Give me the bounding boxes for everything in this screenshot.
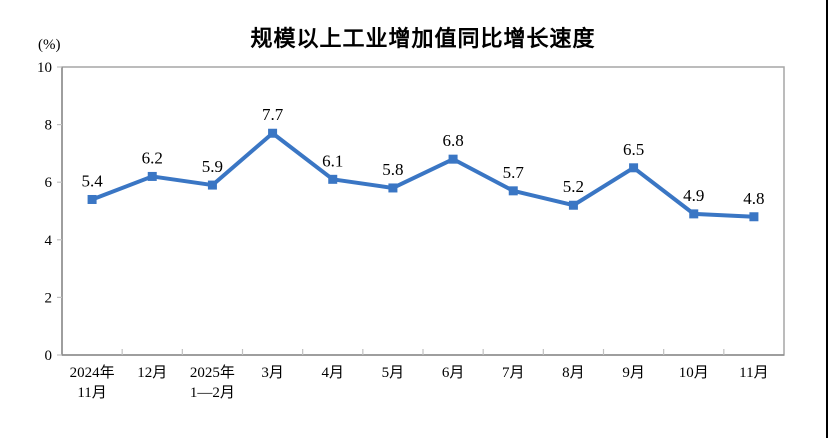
x-axis-category-label: 2025年 1—2月 [189,365,235,401]
data-point-marker [448,154,458,164]
y-axis-tick-label: 10 [37,60,52,76]
data-point-label: 4.9 [683,186,704,205]
y-axis-tick-label: 2 [45,290,53,306]
x-axis-category-label: 6月 [441,365,465,381]
data-point-label: 5.2 [563,177,584,196]
x-axis-category-label: 4月 [321,365,345,381]
y-axis-tick-label: 8 [45,118,53,134]
data-point-marker [207,180,217,190]
data-point-marker [87,194,97,204]
x-axis-category-label: 9月 [622,365,645,381]
data-point-marker [328,174,338,184]
data-point-marker [268,128,278,138]
x-axis-category-label: 5月 [381,365,405,381]
x-axis-category-label: 3月 [261,365,284,381]
x-axis-category-label: 12月 [137,365,168,381]
x-axis-labels: 2024年 11月 12月 2025年 1—2月 3月 4月 5月 6月 7月 8月 9月 10月 11月 [0,363,830,407]
data-point-marker [629,163,639,173]
data-point-marker [388,183,398,193]
data-point-label: 5.8 [382,160,403,179]
data-line [90,131,756,219]
data-point-label: 5.7 [503,163,525,182]
y-axis-tick-label: 0 [45,348,53,364]
x-axis-category-label: 11月 [739,365,769,381]
x-axis-category-label: 10月 [678,365,709,381]
chart-title: 规模以上工业增加值同比增长速度 [250,26,596,51]
data-point-label: 5.4 [81,171,103,190]
data-point-marker [749,212,759,222]
y-axis-tick-label: 6 [45,175,53,191]
data-point-label: 4.8 [743,189,764,208]
y-axis-unit-label: (%) [38,37,61,53]
data-point-marker [508,186,518,196]
x-axis-category-label: 8月 [562,365,585,381]
x-axis-category-label: 2024年 11月 [69,365,115,401]
data-point-label: 6.5 [623,140,644,159]
data-point-label: 6.8 [442,131,463,150]
data-point-label: 7.7 [262,105,284,124]
x-axis-category-label: 7月 [501,365,525,381]
data-point-label: 6.1 [322,151,343,170]
y-axis-tick-label: 4 [45,233,53,249]
data-point-label: 5.9 [202,157,223,176]
plot-area-border [61,66,785,356]
data-point-label: 6.2 [142,148,163,167]
window-right-border [826,0,828,438]
data-point-marker [689,209,699,219]
data-point-marker [568,200,578,210]
data-point-marker [147,171,157,181]
